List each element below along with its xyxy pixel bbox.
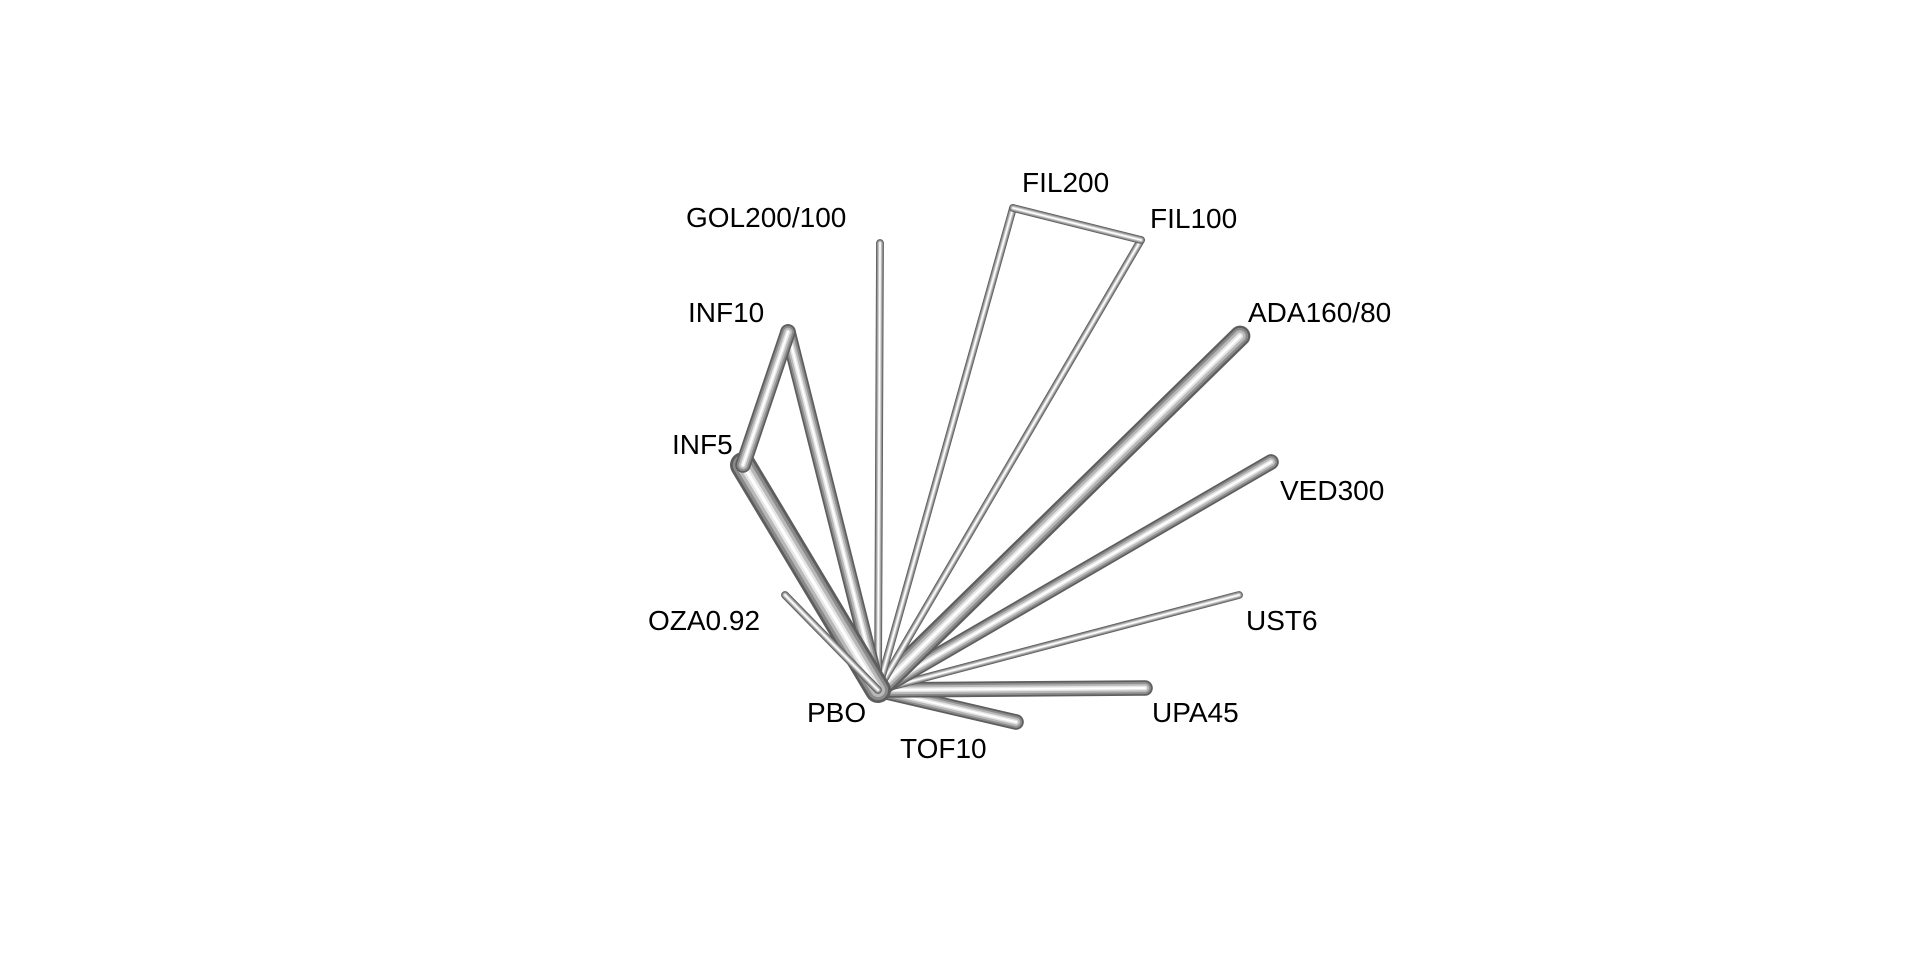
node-label-ada160-80: ADA160/80 bbox=[1248, 297, 1391, 328]
labels-layer: PBO TOF10 UPA45 UST6 VED300 ADA160/80 FIL100 FI… bbox=[648, 167, 1391, 764]
edge-fil100-fil200 bbox=[1009, 204, 1145, 244]
edge-pbo-inf5 bbox=[730, 452, 891, 703]
node-label-tof10: TOF10 bbox=[900, 733, 987, 764]
edges-layer bbox=[730, 204, 1279, 730]
node-label-upa45: UPA45 bbox=[1152, 697, 1239, 728]
node-label-pbo: PBO bbox=[807, 697, 866, 728]
edge-pbo-fil100 bbox=[874, 236, 1145, 694]
node-label-inf10: INF10 bbox=[688, 297, 764, 328]
edge-pbo-inf10 bbox=[780, 324, 886, 698]
edge-pbo-gol200-100 bbox=[874, 239, 884, 694]
node-label-ust6: UST6 bbox=[1246, 605, 1318, 636]
node-label-inf5: INF5 bbox=[672, 429, 733, 460]
edge-pbo-oza0-92 bbox=[781, 591, 882, 694]
edge-pbo-ust6 bbox=[874, 591, 1243, 694]
edge-pbo-fil200 bbox=[874, 204, 1017, 694]
node-label-gol200-100: GOL200/100 bbox=[686, 202, 846, 233]
edge-pbo-ada160-80 bbox=[867, 325, 1251, 701]
edge-inf10-inf5 bbox=[735, 324, 796, 473]
node-label-oza0-92: OZA0.92 bbox=[648, 605, 760, 636]
node-label-fil100: FIL100 bbox=[1150, 203, 1237, 234]
node-label-fil200: FIL200 bbox=[1022, 167, 1109, 198]
edge-pbo-ved300 bbox=[870, 454, 1279, 698]
node-label-ved300: VED300 bbox=[1280, 475, 1384, 506]
edge-pbo-upa45 bbox=[870, 680, 1153, 698]
